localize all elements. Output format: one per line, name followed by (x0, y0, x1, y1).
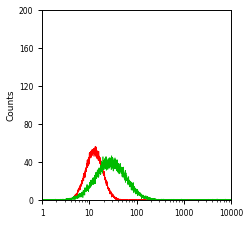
Y-axis label: Counts: Counts (7, 90, 16, 121)
